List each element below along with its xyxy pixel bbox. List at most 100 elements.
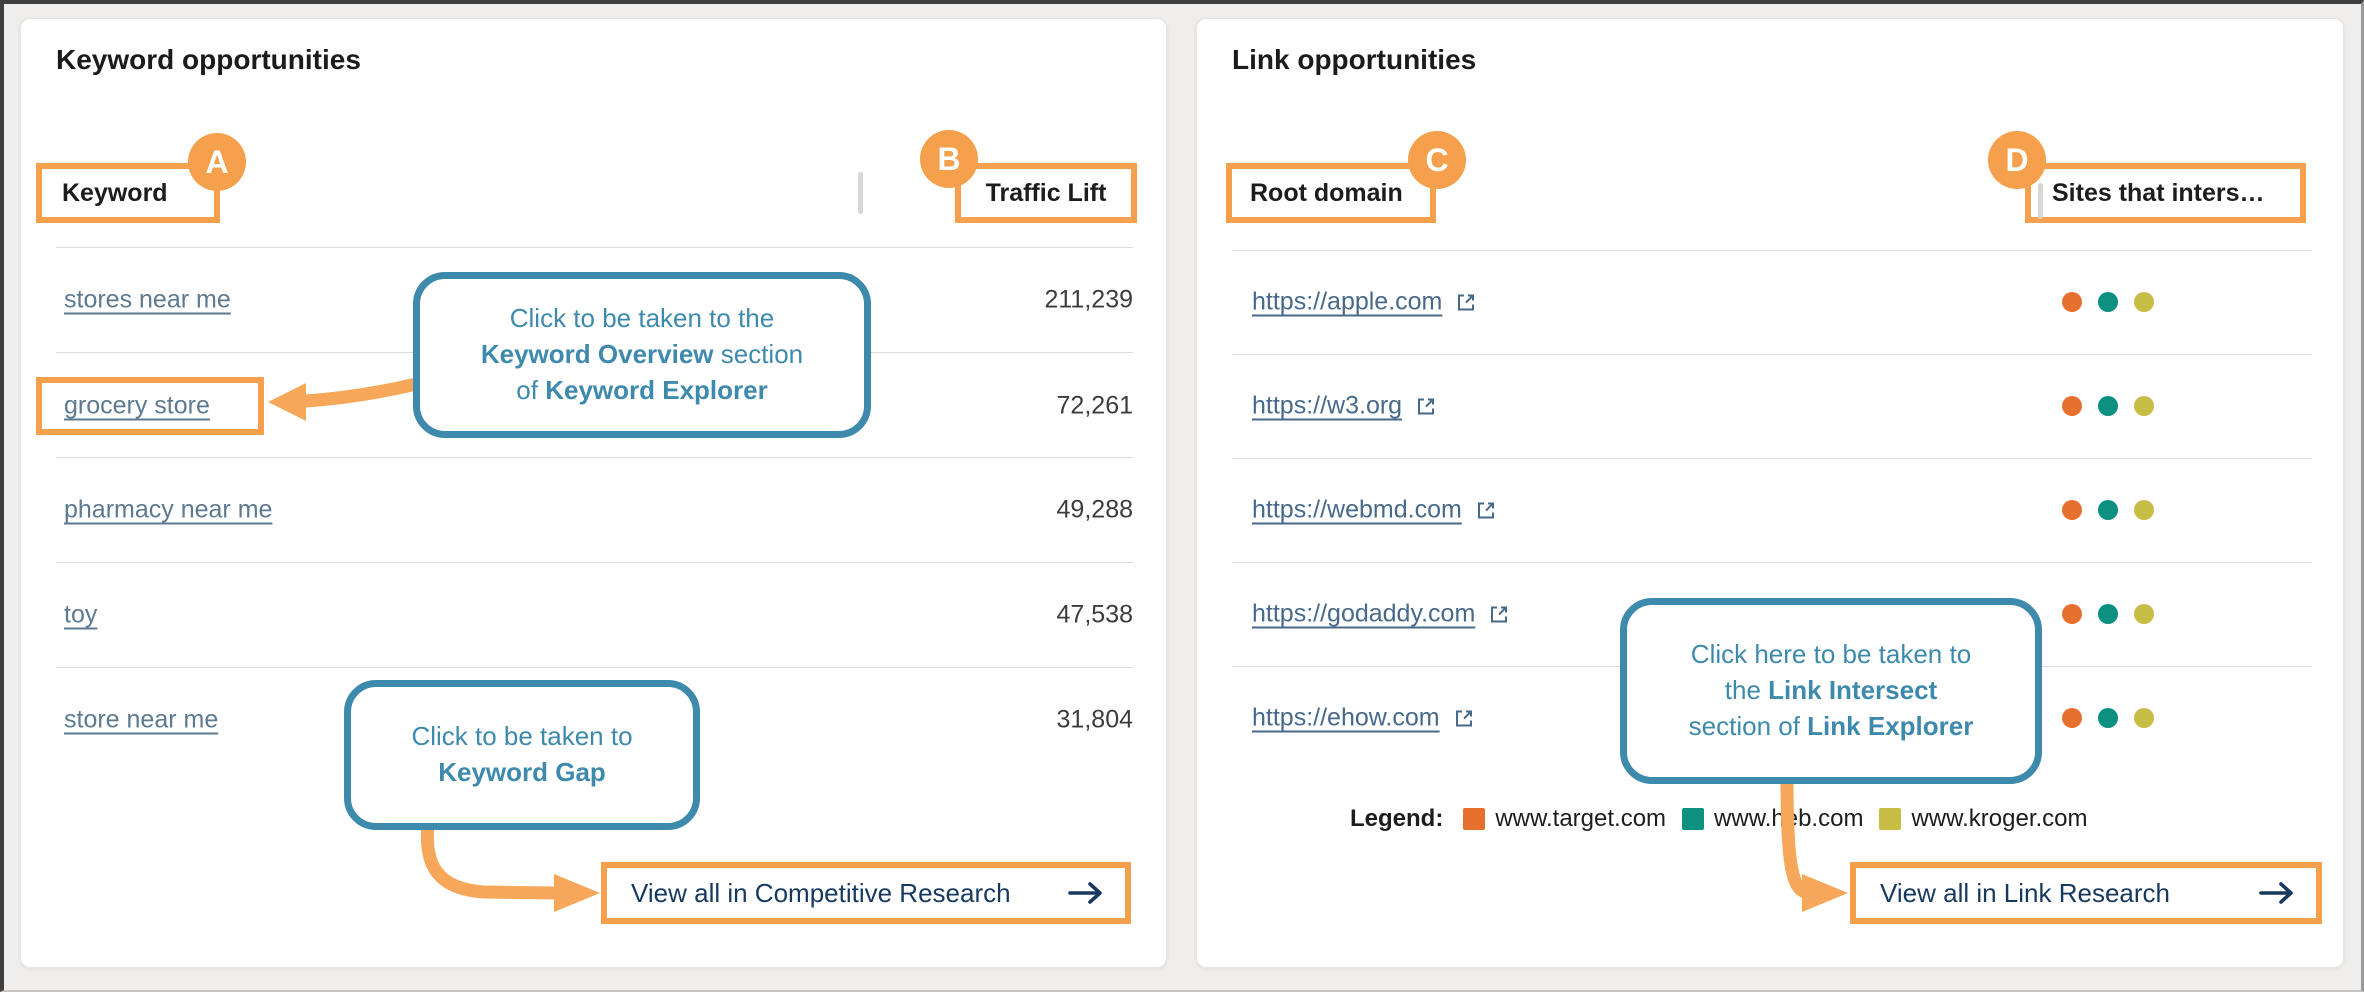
intersect-dot-heb — [2098, 292, 2118, 312]
legend-item: www.heb.com — [1682, 805, 1863, 833]
keyword-link[interactable]: pharmacy near me — [64, 495, 273, 524]
row-divider — [1232, 458, 2312, 459]
intersect-dots — [2062, 396, 2154, 416]
keyword-link[interactable]: stores near me — [64, 285, 231, 314]
view-all-label: View all in Link Research — [1880, 877, 2170, 908]
view-all-link-research-button[interactable]: View all in Link Research — [1850, 862, 2322, 924]
intersect-dot-heb — [2098, 604, 2118, 624]
column-header-sites-intersect: Sites that inters… — [2052, 178, 2265, 207]
external-link-icon[interactable] — [1452, 706, 1476, 730]
root-domain-link[interactable]: https://apple.com — [1252, 287, 1443, 316]
intersect-dot-heb — [2098, 500, 2118, 520]
row-divider — [1232, 562, 2312, 563]
callout-text: Click to be taken to the — [509, 303, 775, 334]
callout-text-bold: Keyword Gap — [438, 757, 606, 787]
intersect-dots — [2062, 500, 2154, 520]
link-panel-title: Link opportunities — [1232, 44, 1477, 75]
annotation-box-grocery-store — [36, 377, 264, 435]
annotation-badge-d: D — [1988, 131, 2046, 189]
callout-text-bold: Link Explorer — [1807, 710, 1974, 741]
intersect-dot-target — [2062, 708, 2082, 728]
legend-swatch-heb — [1682, 808, 1705, 830]
root-domain-link[interactable]: https://webmd.com — [1252, 495, 1462, 524]
intersect-dot-target — [2062, 292, 2082, 312]
column-header-root-domain: Root domain — [1250, 178, 1403, 207]
traffic-lift-value: 72,261 — [1056, 391, 1133, 420]
legend-label: Legend: — [1350, 805, 1444, 832]
root-domain-link[interactable]: https://ehow.com — [1252, 703, 1440, 732]
callout-text-bold: Keyword Explorer — [545, 374, 768, 405]
traffic-lift-value: 31,804 — [1056, 705, 1133, 734]
intersect-dots — [2062, 292, 2154, 312]
legend-site-name: www.kroger.com — [1911, 805, 2088, 832]
legend-site-name: www.heb.com — [1714, 805, 1864, 832]
link-opportunities-card — [1196, 18, 2344, 968]
keyword-link[interactable]: grocery store — [64, 391, 210, 420]
annotation-badge-c: C — [1408, 131, 1466, 189]
annotation-box-root-domain-header: Root domain — [1226, 163, 1436, 223]
column-header-keyword: Keyword — [62, 178, 168, 207]
intersect-dot-kroger — [2134, 292, 2154, 312]
keyword-panel-title: Keyword opportunities — [56, 44, 361, 75]
external-link-icon[interactable] — [1414, 394, 1438, 418]
root-domain-link[interactable]: https://godaddy.com — [1252, 599, 1476, 628]
intersect-dot-target — [2062, 604, 2082, 624]
callout-text: Click here to be taken to — [1690, 639, 1972, 670]
row-divider — [1232, 250, 2312, 251]
row-divider — [56, 667, 1133, 668]
root-domain-link[interactable]: https://w3.org — [1252, 391, 1403, 420]
legend-item: www.target.com — [1463, 805, 1666, 833]
legend-swatch-kroger — [1879, 808, 1902, 830]
legend-item: www.kroger.com — [1879, 805, 2088, 833]
callout-link-intersect: Click here to be taken to the Link Inter… — [1620, 598, 2042, 784]
row-divider — [1232, 354, 2312, 355]
annotation-box-traffic-lift-header: Traffic Lift — [955, 163, 1137, 223]
legend: Legend: www.target.com www.heb.com www.k… — [1350, 805, 2088, 833]
legend-swatch-target — [1463, 808, 1486, 830]
view-all-competitive-research-button[interactable]: View all in Competitive Research — [601, 862, 1131, 924]
keyword-link[interactable]: toy — [64, 600, 98, 629]
keyword-link[interactable]: store near me — [64, 705, 219, 734]
callout-text: section of — [1688, 710, 1808, 741]
intersect-dot-kroger — [2134, 604, 2154, 624]
annotation-box-sites-intersect-header: Sites that inters… — [2025, 163, 2306, 223]
intersect-dot-kroger — [2134, 500, 2154, 520]
intersect-dots — [2062, 708, 2154, 728]
callout-text: section — [713, 339, 804, 370]
external-link-icon[interactable] — [1454, 290, 1478, 314]
view-all-label: View all in Competitive Research — [631, 877, 1011, 908]
legend-site-name: www.target.com — [1495, 805, 1667, 832]
column-divider-handle — [2038, 183, 2043, 219]
external-link-icon[interactable] — [1487, 602, 1511, 626]
intersect-dot-target — [2062, 396, 2082, 416]
column-header-traffic-lift: Traffic Lift — [985, 178, 1107, 207]
root-domain-row[interactable]: https://webmd.com — [1252, 496, 1498, 525]
row-divider — [56, 457, 1133, 458]
callout-text: of — [516, 374, 546, 405]
intersect-dots — [2062, 604, 2154, 624]
arrow-right-icon — [1067, 880, 1105, 906]
annotation-badge-b: B — [920, 130, 978, 188]
traffic-lift-value: 47,538 — [1056, 600, 1133, 629]
root-domain-row[interactable]: https://ehow.com — [1252, 704, 1476, 733]
callout-keyword-gap: Click to be taken to Keyword Gap — [344, 680, 700, 830]
callout-text: the — [1724, 675, 1769, 706]
root-domain-row[interactable]: https://w3.org — [1252, 392, 1438, 421]
row-divider — [56, 247, 1133, 248]
root-domain-row[interactable]: https://godaddy.com — [1252, 600, 1511, 629]
intersect-dot-kroger — [2134, 396, 2154, 416]
annotation-box-keyword-header: Keyword — [36, 163, 220, 223]
callout-text-bold: Keyword Overview — [480, 339, 714, 370]
row-divider — [56, 562, 1133, 563]
root-domain-row[interactable]: https://apple.com — [1252, 288, 1478, 317]
intersect-dot-heb — [2098, 708, 2118, 728]
annotation-badge-a: A — [188, 133, 246, 191]
intersect-dot-heb — [2098, 396, 2118, 416]
traffic-lift-value: 49,288 — [1056, 495, 1133, 524]
traffic-lift-value: 211,239 — [1044, 285, 1133, 314]
callout-text: Click to be taken to — [411, 721, 633, 752]
arrow-right-icon — [2258, 880, 2296, 906]
external-link-icon[interactable] — [1474, 498, 1498, 522]
callout-text-bold: Link Intersect — [1768, 675, 1938, 706]
intersect-dot-kroger — [2134, 708, 2154, 728]
